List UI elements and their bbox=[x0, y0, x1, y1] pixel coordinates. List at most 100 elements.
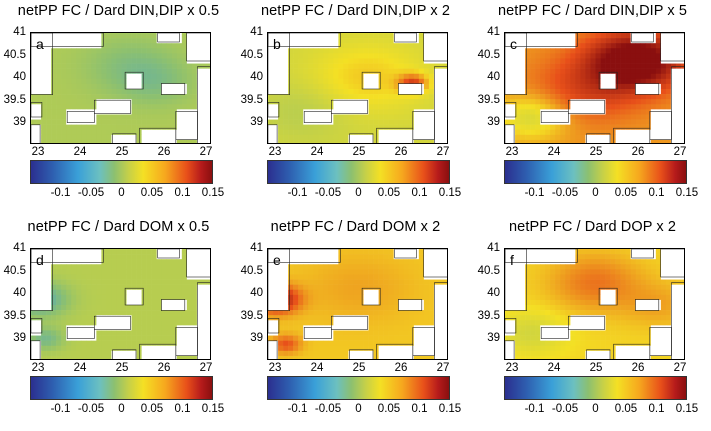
land-cell bbox=[201, 53, 208, 59]
land-cell bbox=[433, 269, 440, 275]
land-cell bbox=[96, 320, 102, 326]
land-cell bbox=[273, 299, 279, 306]
coastline-outline bbox=[268, 102, 280, 118]
heatmap-cell bbox=[146, 325, 152, 331]
land-cell bbox=[605, 294, 611, 301]
land-cell bbox=[433, 305, 440, 311]
land-cell bbox=[318, 114, 324, 120]
land-cell bbox=[166, 350, 173, 357]
heatmap-cell bbox=[323, 58, 329, 64]
heatmap-cell bbox=[600, 345, 606, 352]
land-cell bbox=[36, 43, 42, 49]
heatmap-cell bbox=[398, 43, 405, 49]
land-cell bbox=[358, 355, 364, 359]
land-cell bbox=[520, 68, 526, 75]
heatmap-cell bbox=[428, 294, 435, 301]
heatmap-cell bbox=[403, 94, 410, 100]
heatmap-cell bbox=[545, 299, 551, 306]
heatmap-cell bbox=[328, 58, 334, 64]
land-cell bbox=[443, 269, 447, 275]
heatmap-cell bbox=[665, 299, 672, 306]
land-cell bbox=[166, 139, 173, 143]
heatmap-cell bbox=[111, 274, 117, 280]
heatmap-cell bbox=[273, 315, 279, 321]
heatmap-cell bbox=[565, 139, 571, 143]
heatmap-cell bbox=[615, 274, 621, 280]
heatmap-cell bbox=[353, 345, 359, 352]
land-cell bbox=[418, 124, 425, 131]
land-cell bbox=[443, 335, 447, 341]
heatmap-cell bbox=[181, 259, 188, 265]
land-cell bbox=[36, 350, 42, 357]
heatmap-cell bbox=[388, 315, 394, 321]
land-cell bbox=[398, 305, 405, 311]
heatmap-cell bbox=[51, 104, 57, 110]
land-cell bbox=[106, 109, 112, 115]
land-cell bbox=[630, 38, 637, 44]
land-cell bbox=[510, 279, 516, 285]
land-cell bbox=[413, 134, 420, 141]
land-cell bbox=[670, 104, 677, 110]
heatmap-cell bbox=[645, 68, 652, 75]
heatmap-cell bbox=[136, 355, 142, 359]
heatmap-cell bbox=[51, 63, 57, 69]
land-cell bbox=[640, 305, 647, 311]
heatmap-cell bbox=[393, 99, 400, 105]
heatmap-cell bbox=[288, 299, 294, 306]
land-cell bbox=[438, 249, 445, 255]
heatmap-cell bbox=[515, 315, 521, 321]
heatmap-cell bbox=[81, 53, 87, 59]
heatmap-cell bbox=[393, 325, 400, 331]
land-cell bbox=[41, 305, 47, 311]
heatmap-cell bbox=[66, 310, 72, 316]
land-cell bbox=[278, 78, 284, 85]
heatmap-cell bbox=[605, 254, 611, 260]
heatmap-cell bbox=[388, 320, 394, 326]
heatmap-cell bbox=[116, 335, 122, 341]
heatmap-cell bbox=[635, 99, 642, 105]
heatmap-cell bbox=[388, 340, 394, 347]
heatmap-cell bbox=[650, 99, 657, 105]
heatmap-cell bbox=[443, 279, 447, 285]
heatmap-cell bbox=[151, 259, 157, 265]
heatmap-cell bbox=[293, 310, 299, 316]
heatmap-cell bbox=[615, 305, 621, 311]
land-cell bbox=[333, 104, 339, 110]
land-cell bbox=[196, 38, 203, 44]
heatmap-cell bbox=[71, 350, 77, 357]
heatmap-cell bbox=[630, 315, 637, 321]
heatmap-cell bbox=[600, 94, 606, 100]
coastline-outline bbox=[66, 327, 95, 339]
heatmap-cell bbox=[353, 284, 359, 291]
land-cell bbox=[670, 134, 677, 141]
heatmap-cell bbox=[318, 134, 324, 141]
heatmap-cell bbox=[640, 269, 647, 275]
heatmap-cell bbox=[550, 284, 556, 291]
land-cell bbox=[283, 83, 289, 90]
heatmap-cell bbox=[343, 305, 349, 311]
heatmap-cell bbox=[590, 38, 596, 44]
heatmap-cell bbox=[358, 254, 364, 260]
land-cell bbox=[510, 124, 516, 131]
heatmap-cell bbox=[166, 63, 173, 69]
heatmap-cell bbox=[171, 78, 178, 85]
land-cell bbox=[36, 320, 42, 326]
heatmap-cell bbox=[363, 33, 369, 39]
heatmap-cell bbox=[46, 129, 52, 136]
heatmap-cell bbox=[545, 78, 551, 85]
land-cell bbox=[680, 78, 684, 85]
land-cell bbox=[398, 129, 405, 136]
heatmap-cell bbox=[615, 89, 621, 95]
heatmap-cell bbox=[318, 104, 324, 110]
heatmap-cell bbox=[151, 78, 157, 85]
heatmap-cell bbox=[151, 43, 157, 49]
heatmap-cell bbox=[363, 114, 369, 120]
heatmap-cell bbox=[186, 299, 193, 306]
heatmap-cell bbox=[650, 259, 657, 265]
heatmap-cell bbox=[550, 299, 556, 306]
heatmap-cell bbox=[293, 129, 299, 136]
heatmap-cell bbox=[61, 310, 67, 316]
land-cell bbox=[51, 38, 57, 44]
heatmap-cell bbox=[530, 48, 536, 54]
land-cell bbox=[201, 134, 208, 141]
